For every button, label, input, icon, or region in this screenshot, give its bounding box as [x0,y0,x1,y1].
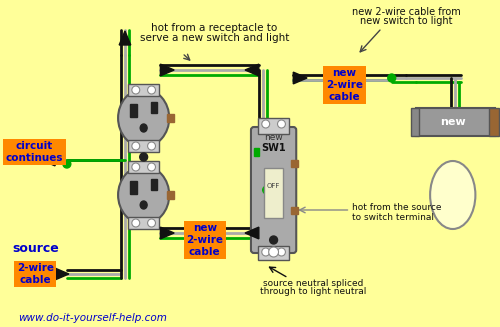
Circle shape [278,248,285,256]
Bar [128,161,160,173]
Bar [292,207,298,214]
Bar [130,104,137,117]
Circle shape [388,74,396,82]
Circle shape [262,248,270,256]
Ellipse shape [140,124,147,132]
Circle shape [262,120,270,128]
Bar [292,160,298,167]
Text: www.do-it-yourself-help.com: www.do-it-yourself-help.com [18,313,167,323]
Bar [128,217,160,229]
Polygon shape [119,31,131,45]
Text: new: new [264,132,283,142]
Bar [150,179,158,190]
Circle shape [132,142,140,150]
Bar [130,181,137,194]
Bar [412,108,420,136]
Polygon shape [42,154,55,166]
Bar [489,108,499,136]
Text: hot from a receptacle to: hot from a receptacle to [152,23,278,33]
Circle shape [278,120,285,128]
Bar [128,140,160,152]
Ellipse shape [140,201,147,209]
Bar [264,168,283,218]
Ellipse shape [118,166,170,224]
Circle shape [148,219,156,227]
Bar [258,246,290,260]
Polygon shape [160,227,174,239]
Circle shape [140,153,147,161]
Bar [168,191,174,199]
Text: new
2-wire
cable: new 2-wire cable [186,223,223,257]
Circle shape [148,163,156,171]
Polygon shape [55,268,69,280]
Polygon shape [245,227,259,239]
Text: to switch terminal: to switch terminal [352,213,434,221]
Text: new switch to light: new switch to light [360,16,452,26]
Bar [258,118,290,134]
Bar [168,114,174,122]
Circle shape [132,163,140,171]
Circle shape [132,219,140,227]
Text: through to light neutral: through to light neutral [260,287,366,297]
Text: SW1: SW1 [262,143,286,153]
Ellipse shape [118,89,170,147]
Circle shape [63,160,71,168]
Bar [128,84,160,96]
Text: serve a new switch and light: serve a new switch and light [140,33,289,43]
Text: new
2-wire
cable: new 2-wire cable [326,68,363,102]
Polygon shape [294,72,307,84]
Text: circuit
continues: circuit continues [6,141,63,163]
FancyBboxPatch shape [251,127,296,253]
Text: new 2-wire cable from: new 2-wire cable from [352,7,461,17]
Circle shape [148,142,156,150]
Bar [254,148,259,156]
Circle shape [263,186,270,194]
Text: new: new [440,117,466,127]
Text: source: source [12,242,59,254]
Circle shape [148,86,156,94]
Ellipse shape [430,161,476,229]
Circle shape [270,236,278,244]
Bar [416,108,495,136]
Text: OFF: OFF [267,183,280,189]
Circle shape [132,86,140,94]
Text: hot from the source: hot from the source [352,203,442,213]
Polygon shape [245,64,259,76]
Text: 2-wire
cable: 2-wire cable [17,263,54,285]
Bar [150,102,158,113]
Circle shape [268,247,278,257]
Polygon shape [160,64,174,76]
Text: source neutral spliced: source neutral spliced [263,279,363,287]
